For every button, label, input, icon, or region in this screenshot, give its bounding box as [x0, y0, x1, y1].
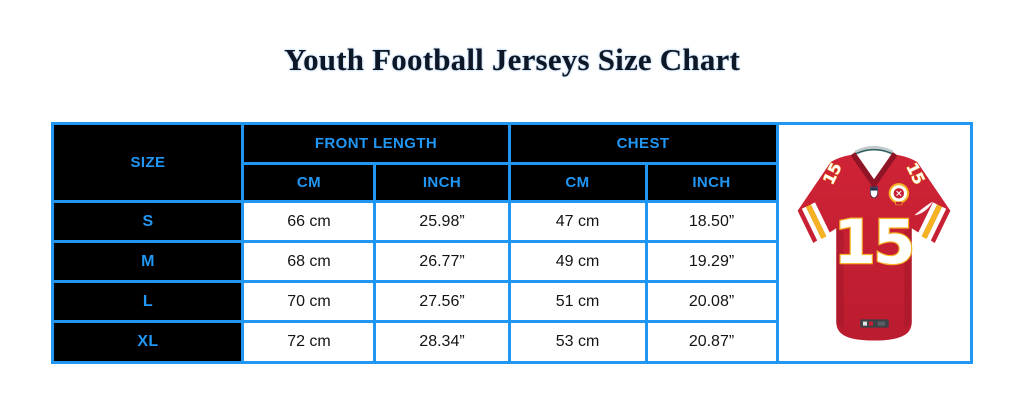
chest-cm-s: 47 cm: [507, 200, 648, 243]
jersey-body: [797, 154, 951, 341]
vneck-trim: [850, 152, 898, 189]
table-row-xl: XL 72 cm 28.34” 53 cm 20.87”: [51, 320, 971, 364]
front-length-inch-s: 25.98”: [373, 200, 511, 243]
right-sleeve-stripes: [917, 202, 947, 241]
size-label-xl: XL: [51, 320, 245, 364]
side-shade-right: [904, 228, 912, 330]
chest-cm-l: 51 cm: [507, 280, 648, 323]
size-label-l: L: [51, 280, 245, 323]
table-row-s: S 66 cm 25.98” 47 cm 18.50”: [51, 200, 971, 243]
front-length-inch-m: 26.77”: [373, 240, 511, 283]
nfl-shield-icon: [869, 186, 879, 199]
front-length-inch-l: 27.56”: [373, 280, 511, 323]
jersey-product-image: 15 15: [775, 122, 973, 364]
size-label-s: S: [51, 200, 245, 243]
chest-cm-xl: 53 cm: [507, 320, 648, 364]
front-length-cm-m: 68 cm: [241, 240, 377, 283]
chest-inch-xl: 20.87”: [644, 320, 779, 364]
chest-inch-l: 20.08”: [644, 280, 779, 323]
nike-swoosh-icon: [914, 201, 933, 216]
side-shade-left: [836, 228, 844, 330]
front-length-inch-xl: 28.34”: [373, 320, 511, 364]
header-size: SIZE: [51, 122, 245, 203]
subheader-chest-cm: CM: [507, 162, 648, 203]
chest-number: 15: [834, 208, 913, 278]
subheader-chest-inch: INCH: [644, 162, 779, 203]
table-row-m: M 68 cm 26.77” 49 cm 19.29”: [51, 240, 971, 283]
team-patch-icon: [888, 183, 910, 206]
front-length-cm-l: 70 cm: [241, 280, 377, 323]
collar-back-stripe: [855, 148, 893, 155]
size-chart-table: SIZE FRONT LENGTH CHEST: [51, 122, 973, 364]
jock-tag: [860, 319, 889, 328]
table-row-l: L 70 cm 27.56” 51 cm 20.08”: [51, 280, 971, 323]
collar-back-band: [854, 145, 894, 155]
front-length-cm-s: 66 cm: [241, 200, 377, 243]
page-title: Youth Football Jerseys Size Chart: [283, 42, 741, 77]
front-length-cm-xl: 72 cm: [241, 320, 377, 364]
header-front-length: FRONT LENGTH: [241, 122, 511, 165]
left-sleeve-stripes: [801, 202, 831, 241]
red-football-jersey-illustration: 15 15: [797, 145, 951, 341]
chest-inch-s: 18.50”: [644, 200, 779, 243]
chest-inch-m: 19.29”: [644, 240, 779, 283]
size-label-m: M: [51, 240, 245, 283]
header-chest: CHEST: [507, 122, 779, 165]
subheader-front-cm: CM: [241, 162, 377, 203]
subheader-front-inch: INCH: [373, 162, 511, 203]
chest-cm-m: 49 cm: [507, 240, 648, 283]
